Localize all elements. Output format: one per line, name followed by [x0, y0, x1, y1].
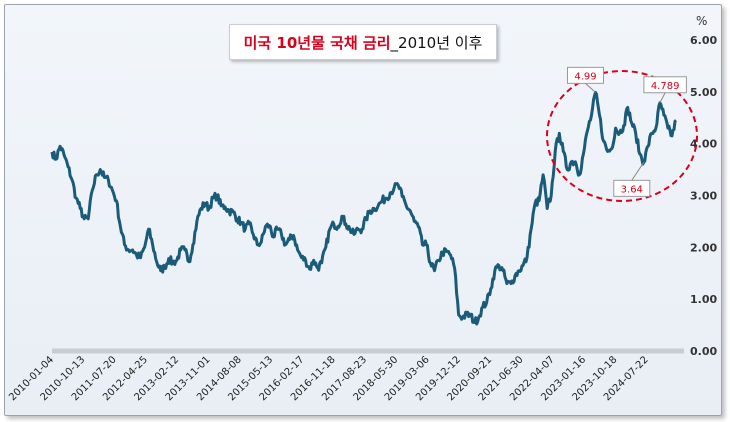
annotation-label: 4.789	[651, 81, 680, 92]
y-tick-label: 1.00	[690, 293, 717, 306]
chart-title: 미국 10년물 국채 금리 _2010년 이후	[229, 24, 497, 60]
annotations: 4.99 3.64 4.789	[566, 66, 687, 197]
title-sub: _2010년 이후	[390, 33, 483, 52]
title-main: 미국 10년물 국채 금리	[243, 33, 391, 52]
series-line	[50, 90, 678, 326]
y-tick-label: 3.00	[690, 190, 717, 203]
annotation-connector	[585, 82, 596, 93]
annotation-connector	[631, 162, 645, 181]
annotation-box	[613, 179, 651, 197]
annotation-label: 4.99	[574, 71, 596, 82]
annotation-box	[643, 76, 687, 94]
annotation-label: 3.64	[621, 184, 643, 195]
annotation-box	[566, 66, 604, 84]
y-tick-label: 2.00	[690, 241, 717, 254]
y-tick-label: 4.00	[690, 138, 717, 151]
highlight-circle	[546, 70, 698, 202]
y-axis: 0.00 1.00 2.00 3.00 4.00 5.00 6.00	[690, 34, 717, 358]
y-tick-label: 5.00	[690, 86, 717, 99]
unit-label: %	[696, 14, 707, 28]
annotation-connector	[659, 92, 666, 104]
x-axis: 2010-01-042010-10-132011-07-202012-04-25…	[7, 354, 651, 403]
y-tick-label: 0.00	[690, 345, 717, 358]
y-tick-label: 6.00	[690, 34, 717, 47]
